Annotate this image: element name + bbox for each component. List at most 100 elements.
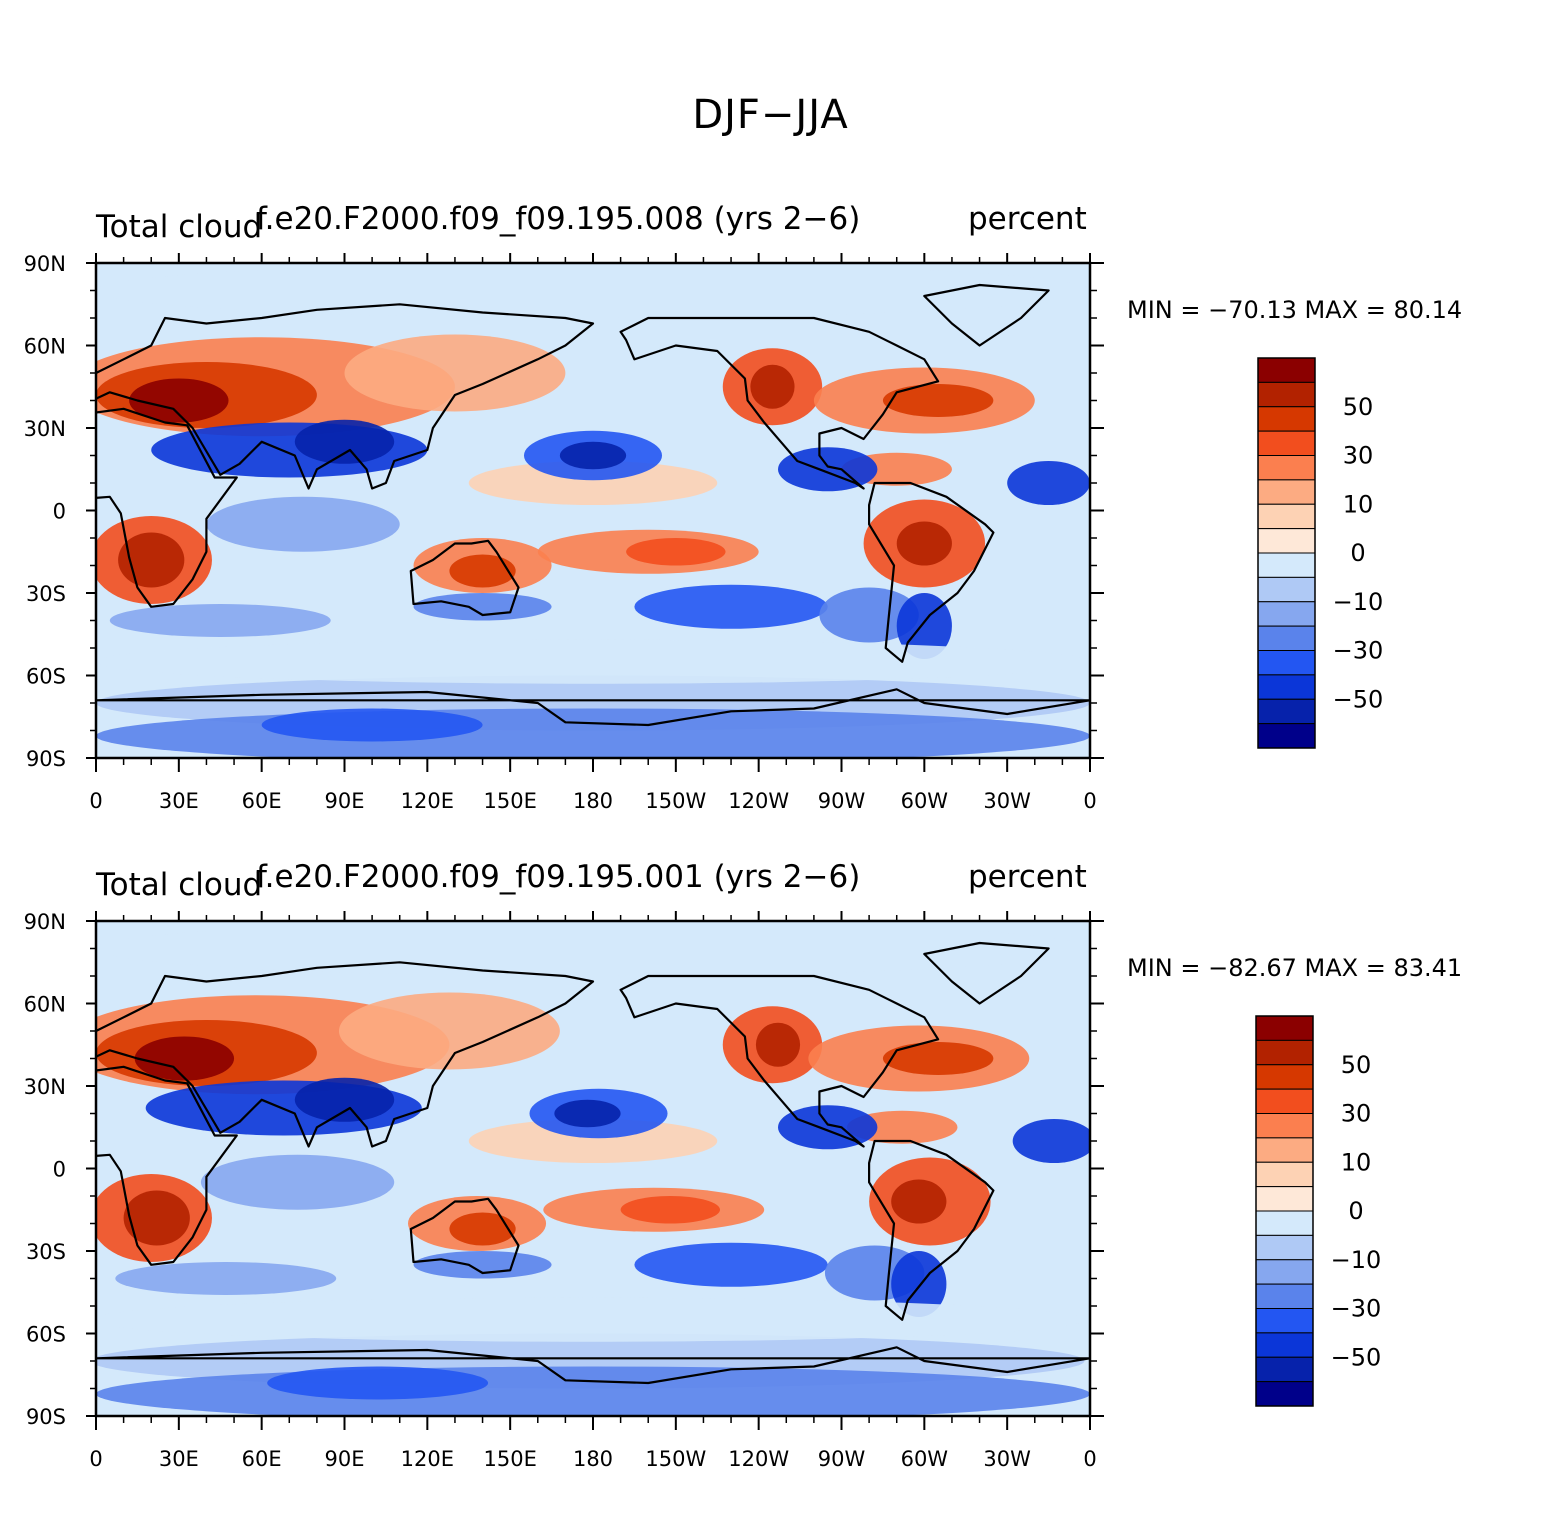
colorbar-swatch <box>1257 503 1316 530</box>
colorbar-swatch <box>1257 357 1316 383</box>
map-area <box>94 919 1092 1418</box>
case-label: f.e20.F2000.f09_f09.195.001 (yrs 2−6) <box>256 859 861 895</box>
lon-tick-label: 150W <box>645 1447 706 1471</box>
colorbar: 50 30 10 0 −10 −30 −50 <box>1257 357 1384 749</box>
anomaly-contour <box>134 1036 235 1081</box>
colorbar-swatch <box>1257 576 1316 603</box>
lon-tick-label: 180 <box>573 789 613 813</box>
lat-tick-label: 90N <box>24 910 66 934</box>
lon-tick-label: 0 <box>1083 1447 1096 1471</box>
colorbar-swatch <box>1255 1356 1314 1383</box>
anomaly-field <box>96 921 1090 1416</box>
anomaly-contour <box>891 1179 947 1224</box>
anomaly-contour <box>267 1366 489 1400</box>
colorbar-label: 0 <box>1348 1197 1363 1225</box>
colorbar-label: 10 <box>1341 1148 1372 1176</box>
anomaly-contour <box>1012 1119 1090 1163</box>
colorbar-label: 0 <box>1350 539 1365 567</box>
lon-tick-label: 150E <box>483 1447 536 1471</box>
colorbar-label: −50 <box>1333 685 1384 713</box>
colorbar-label: 50 <box>1341 1051 1372 1079</box>
coastline <box>96 961 595 1148</box>
lon-tick-label: 90W <box>818 1447 866 1471</box>
anomaly-contour <box>413 593 552 621</box>
coastline <box>867 1139 995 1321</box>
anomaly-contour <box>755 1022 801 1067</box>
lon-tick-label: 90E <box>325 789 365 813</box>
case-label: f.e20.F2000.f09_f09.195.008 (yrs 2−6) <box>256 201 861 237</box>
lon-tick-label: 0 <box>1083 789 1096 813</box>
lat-tick-label: 0 <box>53 1158 66 1182</box>
lat-tick-label: 30S <box>26 1240 66 1264</box>
anomaly-contour <box>96 263 1090 318</box>
anomaly-contour <box>626 538 726 566</box>
units-label: percent <box>968 201 1087 237</box>
lat-tick-label: 30N <box>24 417 66 441</box>
coastline <box>923 283 1050 347</box>
colorbar-swatch <box>1255 1283 1314 1309</box>
figure-title: DJF−JJA <box>692 92 849 138</box>
coastline <box>619 974 940 1148</box>
colorbar-label: −30 <box>1331 1295 1382 1323</box>
anomaly-contour <box>777 1105 878 1150</box>
colorbar-label: −10 <box>1333 588 1384 616</box>
anomaly-contour <box>449 1212 516 1246</box>
colorbar-label: 30 <box>1341 1100 1372 1128</box>
colorbar-label: −10 <box>1331 1246 1382 1274</box>
lon-tick-label: 120W <box>728 789 789 813</box>
lon-tick-label: 60E <box>242 789 282 813</box>
anomaly-contour <box>338 992 560 1070</box>
anomaly-contour <box>882 384 994 417</box>
lat-tick-label: 90S <box>26 1405 66 1429</box>
coastline <box>96 407 238 608</box>
colorbar-swatch <box>1257 625 1316 651</box>
map-plot: 90N 60N 30N 0 30S 60S 90S 0 30E 60E 90E 120E 150E 180… <box>24 910 1382 1471</box>
coastline <box>619 316 940 490</box>
colorbar-swatch <box>1257 381 1316 408</box>
colorbar-swatch <box>1255 1308 1314 1334</box>
colorbar-swatch <box>1255 1161 1314 1188</box>
colorbar-label: 50 <box>1343 393 1374 421</box>
anomaly-contour <box>206 496 400 552</box>
map-plot: 90N 60N 30N 0 30S 60S 90S 0 30E 60E 90E 120E 150E 180… <box>24 252 1384 813</box>
colorbar-swatch <box>1257 698 1316 725</box>
lon-tick-label: 120E <box>401 789 454 813</box>
min-max-label: MIN = −70.13 MAX = 80.14 <box>1127 296 1463 324</box>
colorbar-swatch <box>1257 601 1316 627</box>
anomaly-contour <box>129 378 229 423</box>
lon-axis: 0 30E 60E 90E 120E 150E 180 150W 120W 90W 60W 30W 0 <box>89 911 1097 1471</box>
colorbar: 50 30 10 0 −10 −30 −50 <box>1255 1015 1382 1407</box>
lon-tick-label: 0 <box>89 789 102 813</box>
coastlines <box>96 283 1090 727</box>
colorbar-swatch <box>1255 1137 1314 1163</box>
anomaly-contour <box>620 1196 721 1224</box>
anomaly-contour <box>468 1119 718 1163</box>
colorbar-label: 10 <box>1343 490 1374 518</box>
colorbar-swatch <box>1255 1015 1314 1041</box>
anomaly-contour <box>96 1297 1085 1342</box>
anomaly-contour <box>819 587 919 643</box>
anomaly-contour <box>634 1242 828 1287</box>
colorbar-frame <box>1255 1015 1314 1407</box>
anomaly-contour <box>634 584 828 629</box>
colorbar-swatch <box>1255 1210 1314 1236</box>
anomaly-contour <box>123 1190 190 1246</box>
lon-tick-label: 60W <box>901 789 949 813</box>
anomaly-contour <box>96 921 1090 976</box>
anomaly-contour <box>118 532 185 588</box>
anomaly-contour <box>750 364 795 409</box>
coastlines <box>96 941 1090 1385</box>
lon-tick-label: 120E <box>401 1447 454 1471</box>
lon-tick-label: 60E <box>242 1447 282 1471</box>
anomaly-contour <box>891 1251 947 1317</box>
anomaly-contour <box>882 1042 994 1075</box>
colorbar-swatch <box>1255 1234 1314 1261</box>
lon-tick-label: 90E <box>325 1447 365 1471</box>
min-max-label: MIN = −82.67 MAX = 83.41 <box>1127 954 1463 982</box>
lat-tick-label: 60N <box>24 335 66 359</box>
coastline <box>96 688 1090 727</box>
lon-tick-label: 120W <box>728 1447 789 1471</box>
lat-tick-label: 60N <box>24 993 66 1017</box>
colorbar-swatch <box>1257 723 1316 749</box>
colorbar-swatch <box>1255 1259 1314 1285</box>
